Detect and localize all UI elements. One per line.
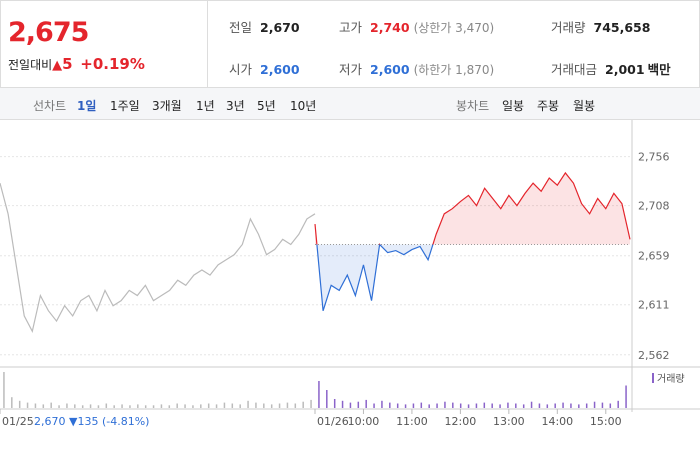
x-tick-label: 01/26 xyxy=(317,415,349,428)
info-label: 전일 xyxy=(229,20,253,35)
period-tab[interactable]: 1주일 xyxy=(110,99,140,113)
info-cell: 거래량 745,658 xyxy=(551,17,650,36)
info-cell: 거래대금 2,001 백만 xyxy=(551,59,671,78)
period-tab[interactable]: 5년 xyxy=(257,99,276,113)
info-cell: 전일 2,670 xyxy=(229,17,300,36)
y-tick-label: 2,708 xyxy=(638,200,670,213)
x-tick-label: 11:00 xyxy=(396,415,428,428)
period-tab[interactable]: 10년 xyxy=(290,99,317,113)
change: 전일대비▲5 +0.19% xyxy=(8,55,145,73)
change-pct: +0.19% xyxy=(80,55,145,73)
info-label: 거래대금 xyxy=(551,62,598,77)
info-value: 2,001 xyxy=(605,62,645,77)
y-tick-label: 2,562 xyxy=(638,349,670,362)
y-tick-label: 2,659 xyxy=(638,250,670,263)
area-down xyxy=(315,244,630,311)
y-tick-label: 2,611 xyxy=(638,299,670,312)
price-line xyxy=(0,183,316,334)
prev-day-change: ▼135 xyxy=(69,415,98,428)
info-label: 시가 xyxy=(229,62,253,77)
info-value: 2,740 xyxy=(370,20,410,35)
area-up xyxy=(315,172,630,245)
period-tab[interactable]: 3개월 xyxy=(152,99,182,113)
tab-group-label: 봉차트 xyxy=(456,99,490,113)
header: 2,675 전일대비▲5 +0.19% 전일 2,670 고가 2,740 (상한가 3… xyxy=(0,0,700,88)
info-note: (하한가 1,870) xyxy=(413,63,495,77)
change-value: ▲5 xyxy=(52,55,73,73)
prev-day-pct: (-4.81%) xyxy=(102,415,150,428)
info-value: 745,658 xyxy=(593,20,651,35)
tab-group-label: 선차트 xyxy=(33,99,67,113)
info-cell: 고가 2,740 (상한가 3,470) xyxy=(339,17,494,36)
change-amount: 5 xyxy=(62,55,73,73)
info-label: 고가 xyxy=(339,20,363,35)
change-label: 전일대비 xyxy=(8,58,53,72)
x-tick-label: 15:00 xyxy=(590,415,622,428)
info-value: 2,670 xyxy=(260,20,300,35)
info-unit: 백만 xyxy=(647,62,671,77)
x-tick-label: 01/25 xyxy=(2,415,34,428)
price: 2,675 xyxy=(8,17,89,48)
candle-tab[interactable]: 일봉 xyxy=(502,99,525,113)
x-tick-label: 14:00 xyxy=(541,415,573,428)
info-value: 2,600 xyxy=(370,62,410,77)
period-tab[interactable]: 1일 xyxy=(77,99,97,113)
candle-tab[interactable]: 주봉 xyxy=(537,99,560,113)
info-label: 거래량 xyxy=(551,20,586,35)
period-tab[interactable]: 3년 xyxy=(226,99,245,113)
prev-day-info: 2,670 ▼135 (-4.81%) xyxy=(34,415,149,428)
tab-bar: 선차트 1일 1주일 3개월 1년 3년 5년 10년 봉차트 일봉 주봉 월봉 xyxy=(0,88,700,120)
info-value: 2,600 xyxy=(260,62,300,77)
info-note: (상한가 3,470) xyxy=(413,21,495,35)
candle-tab[interactable]: 월봉 xyxy=(573,99,596,113)
x-tick-label: 10:00 xyxy=(348,415,380,428)
price-box: 2,675 전일대비▲5 +0.19% xyxy=(1,1,208,87)
info-cell: 저가 2,600 (하한가 1,870) xyxy=(339,59,494,78)
price-line-up xyxy=(314,171,631,245)
y-tick-label: 2,756 xyxy=(638,151,670,164)
prev-day-close: 2,670 xyxy=(34,415,66,428)
x-tick-label: 13:00 xyxy=(493,415,525,428)
info-label: 저가 xyxy=(339,62,363,77)
info-cell: 시가 2,600 xyxy=(229,59,300,78)
legend-label: 거래량 xyxy=(657,373,685,385)
period-tab[interactable]: 1년 xyxy=(196,99,215,113)
legend-swatch xyxy=(652,373,654,383)
x-tick-label: 12:00 xyxy=(445,415,477,428)
price-line-down xyxy=(316,244,434,312)
